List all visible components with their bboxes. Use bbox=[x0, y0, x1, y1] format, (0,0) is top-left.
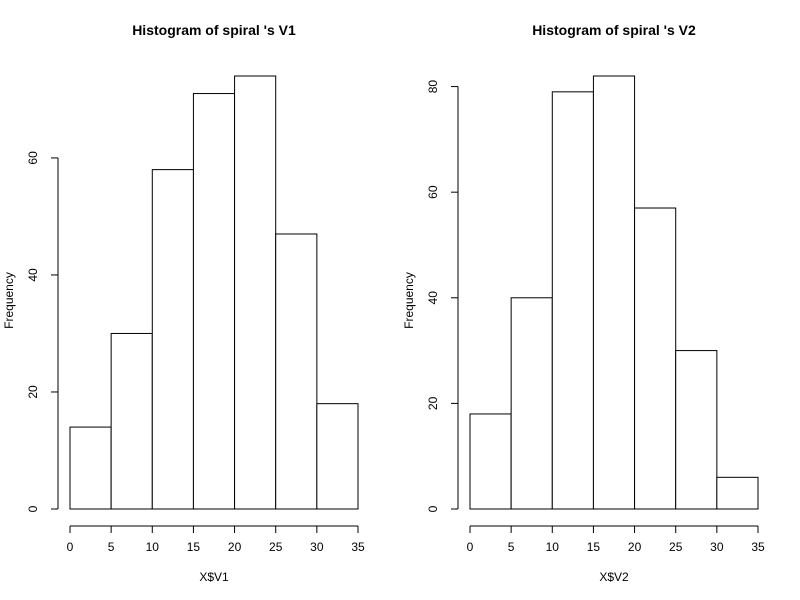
x-tick-label: 0 bbox=[467, 540, 474, 554]
histogram-bar bbox=[592, 75, 636, 510]
histogram-bar bbox=[69, 426, 112, 510]
y-tick-label: 60 bbox=[426, 185, 440, 199]
x-tick-label: 35 bbox=[751, 540, 765, 554]
chart-title: Histogram of spiral 's V1 bbox=[132, 22, 296, 38]
histogram-bar bbox=[634, 207, 677, 510]
y-tick-label: 40 bbox=[26, 268, 40, 282]
x-tick-label: 20 bbox=[628, 540, 642, 554]
chart-title: Histogram of spiral 's V2 bbox=[532, 22, 696, 38]
histogram-bar bbox=[316, 403, 359, 510]
x-tick-label: 30 bbox=[310, 540, 324, 554]
y-tick-label: 20 bbox=[426, 396, 440, 410]
y-axis-label: Frequency bbox=[402, 272, 416, 329]
y-tick-label: 40 bbox=[426, 291, 440, 305]
x-axis-label: X$V1 bbox=[199, 570, 229, 584]
x-tick-label: 0 bbox=[67, 540, 74, 554]
bars bbox=[469, 75, 759, 510]
y-tick-label: 0 bbox=[26, 505, 40, 512]
x-tick-label: 5 bbox=[508, 540, 515, 554]
bars bbox=[69, 75, 359, 510]
histogram-bar bbox=[275, 233, 318, 510]
y-tick-label: 20 bbox=[26, 385, 40, 399]
x-tick-label: 25 bbox=[269, 540, 283, 554]
histogram-bar bbox=[716, 476, 759, 510]
histogram-bar bbox=[469, 413, 512, 510]
x-tick-label: 10 bbox=[146, 540, 160, 554]
histogram-bar bbox=[234, 75, 277, 510]
x-tick-label: 30 bbox=[710, 540, 724, 554]
x-axis-label: X$V2 bbox=[599, 570, 629, 584]
x-axis: 0 5 10 15 20 25 30 35 bbox=[67, 525, 365, 554]
histogram-bar bbox=[110, 332, 153, 510]
histogram-panel-v2: Histogram of spiral 's V2 X$V2 Frequency… bbox=[402, 22, 765, 584]
y-axis: 0 20 40 60 bbox=[26, 151, 59, 512]
x-tick-label: 5 bbox=[108, 540, 115, 554]
x-tick-label: 10 bbox=[546, 540, 560, 554]
y-axis-label: Frequency bbox=[2, 272, 16, 329]
y-tick-label: 0 bbox=[426, 505, 440, 512]
histogram-bar bbox=[151, 169, 194, 510]
x-tick-label: 15 bbox=[187, 540, 201, 554]
histogram-bar bbox=[510, 297, 553, 510]
y-axis: 0 20 40 60 80 bbox=[426, 80, 459, 512]
histogram-panel-v1: Histogram of spiral 's V1 X$V1 Frequency… bbox=[2, 22, 365, 584]
x-axis: 0 5 10 15 20 25 30 35 bbox=[467, 525, 765, 554]
histogram-bar bbox=[551, 91, 594, 510]
x-tick-label: 35 bbox=[351, 540, 365, 554]
histogram-bar bbox=[192, 93, 236, 510]
histogram-bar bbox=[675, 350, 718, 510]
x-tick-label: 25 bbox=[669, 540, 683, 554]
y-tick-label: 60 bbox=[26, 151, 40, 165]
x-tick-label: 15 bbox=[587, 540, 601, 554]
y-tick-label: 80 bbox=[426, 80, 440, 94]
x-tick-label: 20 bbox=[228, 540, 242, 554]
